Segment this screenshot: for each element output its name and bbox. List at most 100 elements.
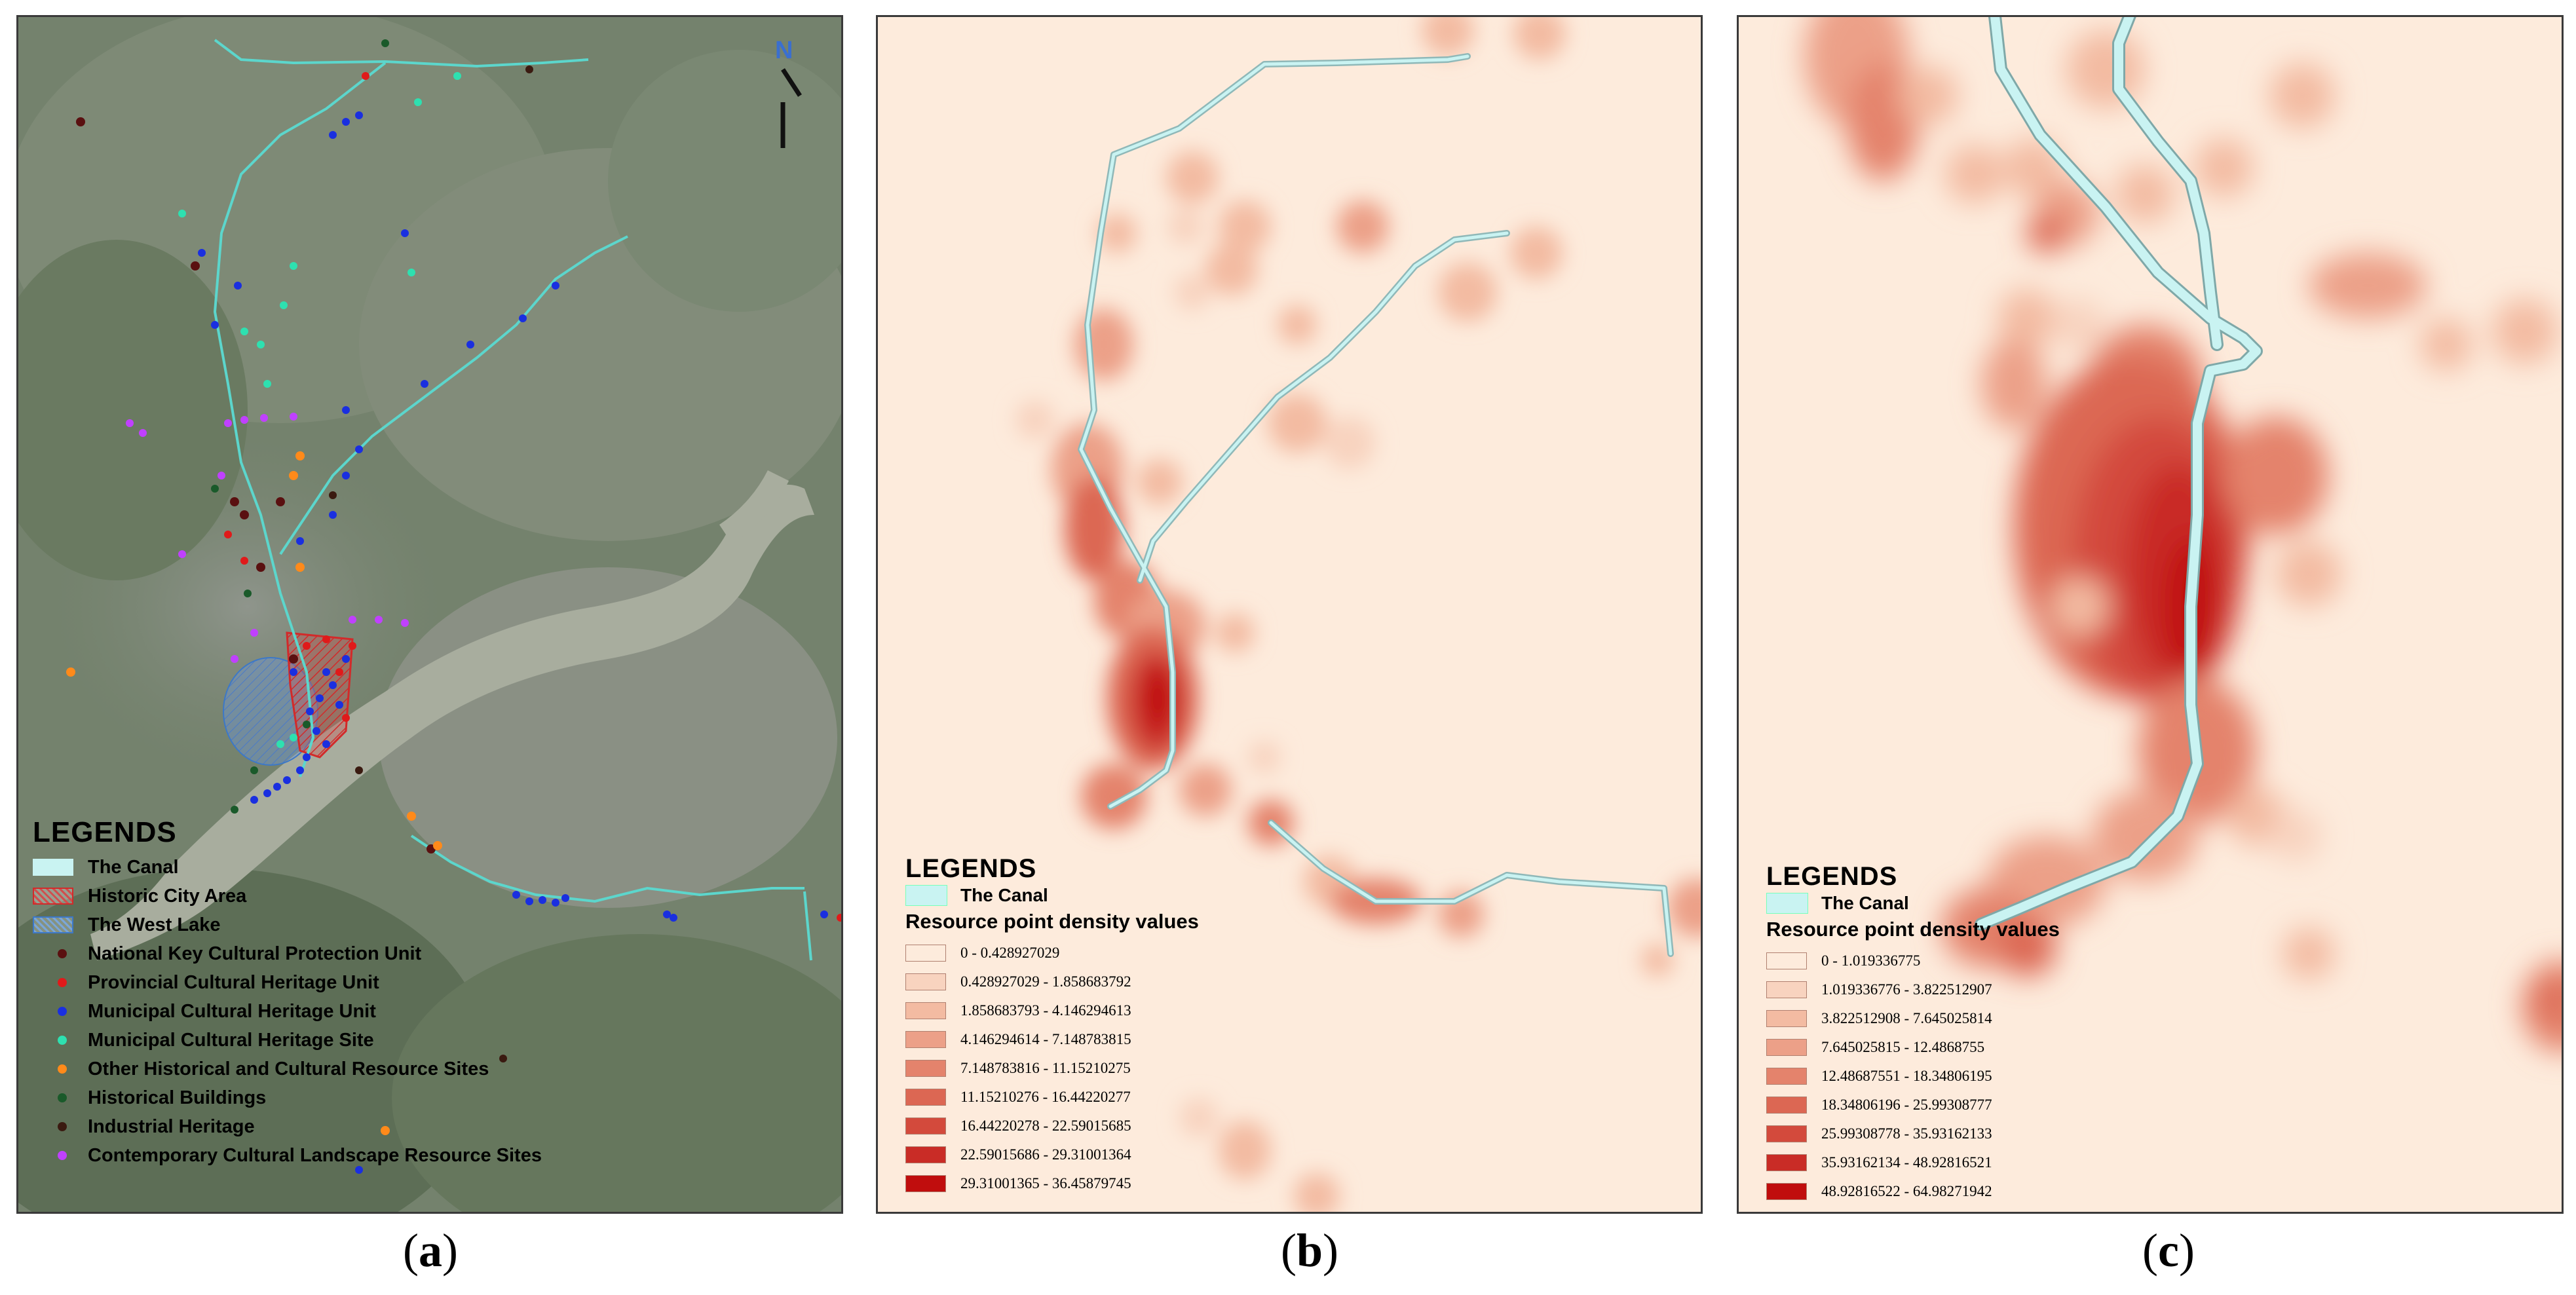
legend-class-label: 7.148783816 - 11.15210275: [960, 1060, 1131, 1076]
caption-c: (c): [2142, 1224, 2195, 1277]
legend-item: Municipal Cultural Heritage Unit: [33, 997, 542, 1026]
legend-class-swatch: [905, 1002, 946, 1019]
legend-class-label: 0 - 0.428927029: [960, 945, 1060, 961]
legend-class-row: 35.93162134 - 48.92816521: [1766, 1148, 2060, 1177]
legend-class-swatch: [905, 1146, 946, 1163]
legend-title: LEGENDS: [1766, 862, 1898, 891]
legend-item-label: Municipal Cultural Heritage Site: [88, 1029, 374, 1051]
legend-item: Historic City Area: [33, 882, 542, 910]
legend-class-label: 7.645025815 - 12.4868755: [1821, 1039, 1985, 1055]
legend-class-label: 12.48687551 - 18.34806195: [1821, 1068, 1992, 1084]
legend-class-row: 7.148783816 - 11.15210275: [905, 1054, 1199, 1083]
legend-dot-icon: [58, 1064, 67, 1074]
legend-item: The Canal: [33, 853, 542, 882]
legend-subtitle: Resource point density values: [905, 910, 1199, 933]
legend-item-label: The West Lake: [88, 914, 221, 935]
legend-class-label: 48.92816522 - 64.98271942: [1821, 1183, 1992, 1199]
canal-lines: [213, 39, 812, 961]
canal-label: The Canal: [1821, 893, 1909, 913]
legend-panel-b: LEGENDS The Canal Resource point density…: [905, 854, 1199, 1198]
legend-canal-row: The Canal: [1766, 891, 2060, 915]
north-label: N: [775, 37, 793, 64]
legend-class-swatch: [1766, 1097, 1807, 1114]
legend-class-swatch: [905, 1175, 946, 1192]
legend-dot-icon: [58, 1007, 67, 1016]
legend-class-swatch: [1766, 1125, 1807, 1142]
legend-item: Historical Buildings: [33, 1083, 542, 1112]
legend-class-label: 0 - 1.019336775: [1821, 952, 1921, 969]
map-panel-c: LEGENDS The Canal Resource point density…: [1737, 15, 2564, 1214]
legend-class-swatch: [1766, 1068, 1807, 1085]
legend-dot-icon: [58, 1122, 67, 1131]
legend-class-row: 16.44220278 - 22.59015685: [905, 1112, 1199, 1140]
legend-item-label: Other Historical and Cultural Resource S…: [88, 1058, 489, 1079]
legend-class-row: 48.92816522 - 64.98271942: [1766, 1177, 2060, 1206]
legend-class-row: 7.645025815 - 12.4868755: [1766, 1033, 2060, 1062]
canal-label: The Canal: [960, 885, 1048, 905]
legend-item: Industrial Heritage: [33, 1112, 542, 1141]
legend-title: LEGENDS: [905, 854, 1037, 883]
legend-item: The West Lake: [33, 910, 542, 939]
legend-dot-icon: [58, 978, 67, 987]
legend-class-label: 11.15210276 - 16.44220277: [960, 1089, 1131, 1105]
legend-class-row: 0 - 1.019336775: [1766, 947, 2060, 975]
legend-item: Provincial Cultural Heritage Unit: [33, 968, 542, 997]
canal-swatch: [905, 885, 947, 906]
legend-dot-icon: [58, 1036, 67, 1045]
legend-class-row: 18.34806196 - 25.99308777: [1766, 1091, 2060, 1119]
legend-class-label: 0.428927029 - 1.858683792: [960, 973, 1131, 990]
legend-class-row: 11.15210276 - 16.44220277: [905, 1083, 1199, 1112]
legend-item: Municipal Cultural Heritage Site: [33, 1026, 542, 1055]
north-arrow-icon: [780, 68, 802, 148]
legend-class-label: 1.019336776 - 3.822512907: [1821, 981, 1992, 998]
legend-class-swatch: [905, 973, 946, 990]
legend-class-row: 3.822512908 - 7.645025814: [1766, 1004, 2060, 1033]
legend-class-swatch: [905, 945, 946, 962]
legend-class-row: 29.31001365 - 36.45879745: [905, 1169, 1199, 1198]
legend-class-row: 4.146294614 - 7.148783815: [905, 1025, 1199, 1054]
legend-class-row: 1.858683793 - 4.146294613: [905, 996, 1199, 1025]
legend-class-label: 3.822512908 - 7.645025814: [1821, 1010, 1992, 1026]
legend-class-label: 29.31001365 - 36.45879745: [960, 1175, 1131, 1192]
legend-item: National Key Cultural Protection Unit: [33, 939, 542, 968]
legend-class-row: 0.428927029 - 1.858683792: [905, 967, 1199, 996]
legend-title: LEGENDS: [33, 816, 177, 848]
legend-swatch: [33, 859, 73, 876]
legend-class-swatch: [905, 1060, 946, 1077]
canal-lines-b: [1079, 54, 1673, 956]
legend-class-row: 1.019336776 - 3.822512907: [1766, 975, 2060, 1004]
legend-class-swatch: [1766, 1039, 1807, 1056]
north-arrow: N: [775, 37, 814, 148]
legend-class-swatch: [1766, 1010, 1807, 1027]
legend-class-swatch: [905, 1089, 946, 1106]
legend-dot-icon: [58, 1093, 67, 1102]
legend-class-swatch: [1766, 981, 1807, 998]
legend-dot-icon: [58, 1151, 67, 1160]
legend-item-label: Industrial Heritage: [88, 1116, 255, 1137]
legend-class-label: 4.146294614 - 7.148783815: [960, 1031, 1131, 1047]
map-panel-a: N LEGENDS The Canal Historic City Area The…: [16, 15, 843, 1214]
legend-item: Other Historical and Cultural Resource S…: [33, 1055, 542, 1083]
resource-points: [66, 39, 841, 1174]
legend-subtitle: Resource point density values: [1766, 918, 2060, 941]
legend-panel-c: LEGENDS The Canal Resource point density…: [1766, 862, 2060, 1206]
legend-item-label: The Canal: [88, 856, 179, 878]
legend-dot-icon: [58, 949, 67, 958]
legend-item-label: Contemporary Cultural Landscape Resource…: [88, 1144, 542, 1166]
legend-class-swatch: [1766, 952, 1807, 969]
legend-swatch: [33, 916, 73, 933]
density-map-c: [1739, 17, 2562, 1212]
legend-class-label: 22.59015686 - 29.31001364: [960, 1146, 1131, 1163]
legend-class-label: 25.99308778 - 35.93162133: [1821, 1125, 1992, 1142]
legend-item-label: Historic City Area: [88, 885, 247, 907]
legend-class-row: 12.48687551 - 18.34806195: [1766, 1062, 2060, 1091]
satellite-map: [18, 17, 841, 1212]
legend-class-label: 16.44220278 - 22.59015685: [960, 1117, 1131, 1134]
legend-item-label: Historical Buildings: [88, 1087, 267, 1108]
map-panel-b: LEGENDS The Canal Resource point density…: [876, 15, 1703, 1214]
legend-class-row: 25.99308778 - 35.93162133: [1766, 1119, 2060, 1148]
legend-class-swatch: [905, 1031, 946, 1048]
canal-swatch: [1766, 893, 1808, 914]
legend-item-label: Municipal Cultural Heritage Unit: [88, 1000, 376, 1022]
legend-class-row: 0 - 0.428927029: [905, 939, 1199, 967]
